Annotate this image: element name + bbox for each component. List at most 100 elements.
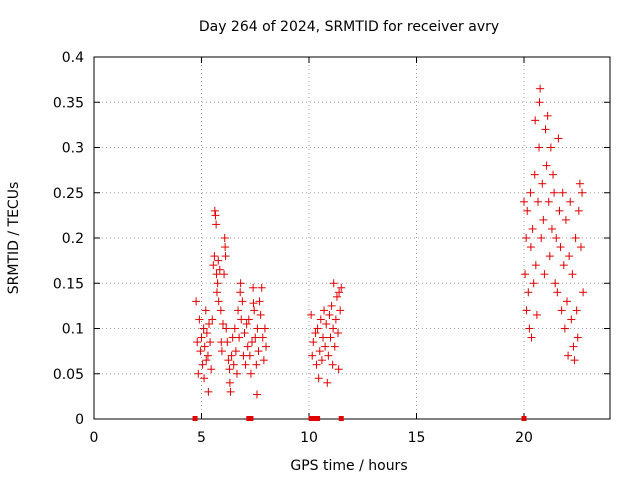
data-point xyxy=(211,211,220,220)
zero-marker xyxy=(338,416,344,421)
data-point xyxy=(210,252,219,261)
y-tick-label: 0 xyxy=(75,412,84,428)
data-point xyxy=(531,116,540,125)
data-point xyxy=(220,234,229,242)
data-point xyxy=(540,270,549,279)
data-point xyxy=(550,188,559,197)
data-point xyxy=(244,315,253,324)
y-tick-label: 0.25 xyxy=(53,186,84,202)
data-point xyxy=(317,356,326,365)
data-point xyxy=(579,288,588,297)
data-point xyxy=(324,351,333,360)
x-axis-label: GPS time / hours xyxy=(290,458,407,474)
y-tick-label: 0.4 xyxy=(62,50,84,66)
data-point xyxy=(231,347,240,356)
data-point xyxy=(526,188,535,197)
y-axis-label: SRMTID / TECUs xyxy=(6,182,22,295)
x-tick-label: 20 xyxy=(515,430,533,446)
data-point xyxy=(213,279,222,288)
zero-marker xyxy=(521,416,527,421)
data-point xyxy=(332,292,341,301)
data-point xyxy=(214,256,223,265)
data-point xyxy=(564,351,573,360)
data-point xyxy=(229,360,238,369)
data-point xyxy=(259,356,268,365)
data-point xyxy=(334,365,343,374)
data-point xyxy=(224,356,233,365)
data-point xyxy=(197,333,206,342)
data-point xyxy=(524,288,533,297)
data-points xyxy=(192,84,588,399)
y-tick-label: 0.15 xyxy=(53,276,84,292)
data-point xyxy=(531,261,540,270)
data-point xyxy=(205,319,214,328)
data-point xyxy=(208,315,217,324)
data-point xyxy=(236,288,245,297)
data-point xyxy=(238,297,247,306)
x-tick-label: 0 xyxy=(90,430,99,446)
data-point xyxy=(554,134,563,143)
data-point xyxy=(241,360,250,369)
data-point xyxy=(219,319,227,328)
zero-marker xyxy=(192,416,198,421)
data-point xyxy=(195,315,204,324)
data-point xyxy=(250,306,259,315)
data-point xyxy=(193,338,202,347)
data-point xyxy=(225,378,234,387)
data-point xyxy=(544,197,553,206)
data-point xyxy=(212,270,221,279)
data-point xyxy=(203,351,212,360)
data-point xyxy=(526,243,535,252)
data-point xyxy=(200,374,209,383)
data-point xyxy=(563,297,571,306)
data-point xyxy=(576,243,585,252)
data-point xyxy=(538,179,547,188)
data-point xyxy=(547,224,556,233)
data-point xyxy=(215,265,224,274)
data-point xyxy=(565,252,574,261)
data-point xyxy=(573,333,582,342)
data-point xyxy=(543,111,552,120)
grid-lines xyxy=(94,57,610,419)
data-point xyxy=(557,306,566,315)
data-point xyxy=(236,279,245,288)
data-point xyxy=(249,299,258,308)
y-tick-label: 0.35 xyxy=(53,95,84,111)
data-point xyxy=(574,206,583,215)
y-tick-label: 0.2 xyxy=(62,231,84,247)
data-point xyxy=(533,197,542,206)
data-point xyxy=(209,261,218,270)
data-point xyxy=(252,390,261,399)
data-point xyxy=(335,288,344,297)
data-point xyxy=(308,351,317,360)
data-point xyxy=(318,333,327,342)
data-point xyxy=(529,279,538,288)
data-point xyxy=(520,197,528,206)
data-point xyxy=(237,315,246,324)
data-point xyxy=(542,161,551,170)
data-point xyxy=(234,306,243,315)
data-point xyxy=(313,324,322,333)
data-point xyxy=(212,220,221,229)
data-point xyxy=(194,369,203,378)
data-point xyxy=(552,234,561,242)
data-point xyxy=(260,324,269,333)
data-point xyxy=(212,288,221,297)
data-point xyxy=(199,324,208,333)
data-point xyxy=(545,252,554,261)
zero-markers xyxy=(192,416,527,421)
data-point xyxy=(328,360,337,369)
data-point xyxy=(329,324,338,333)
data-point xyxy=(221,243,230,252)
data-point xyxy=(202,329,211,338)
data-point xyxy=(525,324,534,333)
data-point xyxy=(535,143,544,152)
data-point xyxy=(541,125,550,134)
data-point xyxy=(309,338,318,347)
data-point xyxy=(522,306,531,315)
data-point xyxy=(329,279,338,288)
data-point xyxy=(336,306,345,315)
data-point xyxy=(314,374,323,383)
axis-ticks: 0 5 10 15 20 0 0.05 0.1 0.15 0.2 0.25 0.3 0.35 0.4 xyxy=(53,50,610,446)
